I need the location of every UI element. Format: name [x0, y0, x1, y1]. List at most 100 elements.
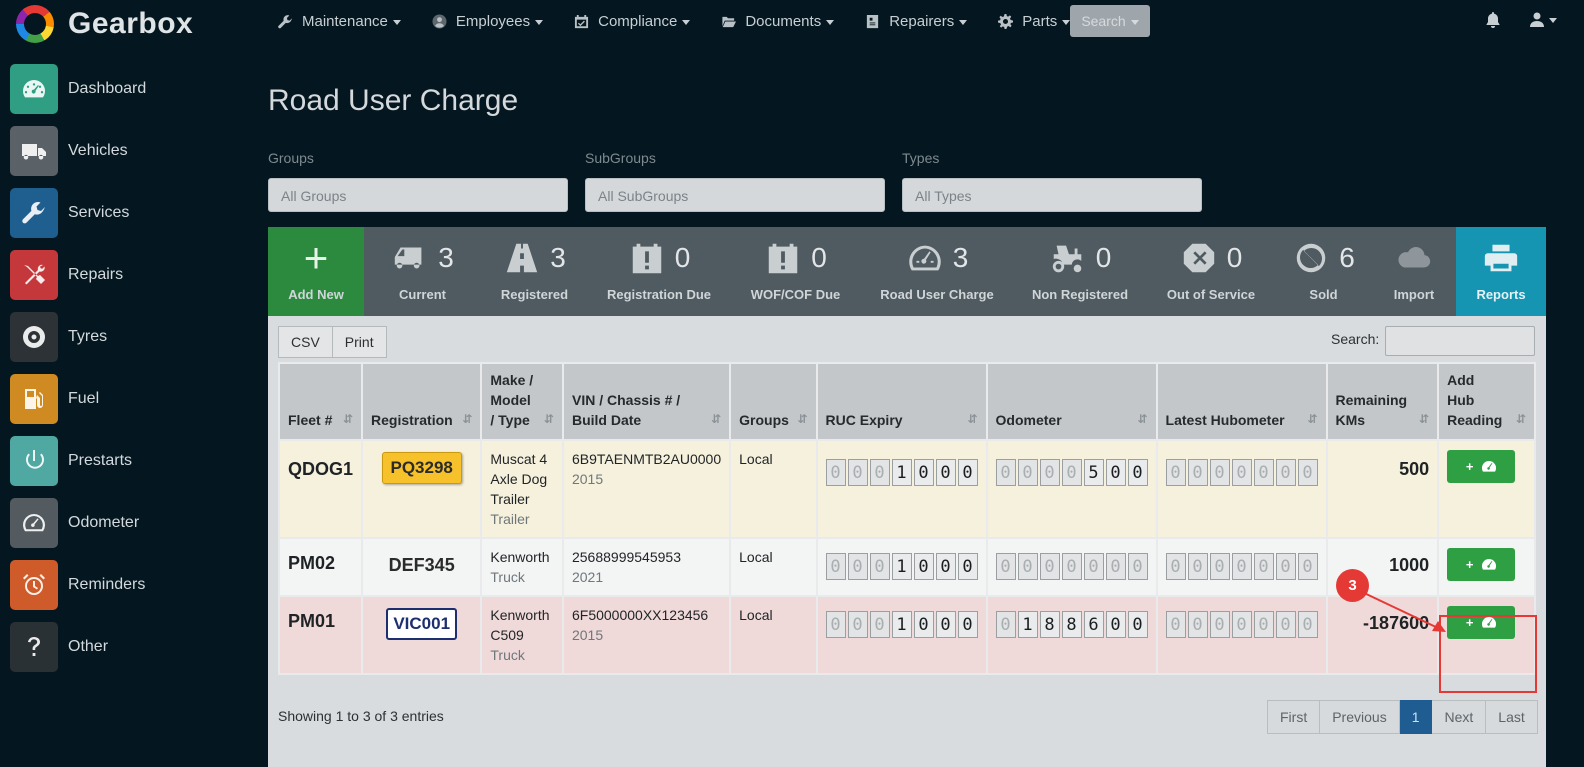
add-new-button[interactable]: + Add New [268, 227, 364, 316]
caret-down-icon [682, 19, 691, 25]
cell-make: Kenworth C509 Truck [480, 595, 564, 675]
calendar-exclamation-icon [768, 243, 798, 274]
col-ruc-expiry[interactable]: RUC Expiry ⇵ [815, 362, 988, 441]
registration-plate[interactable]: DEF345 [388, 555, 455, 575]
nav-parts[interactable]: Parts [998, 13, 1071, 30]
table-row[interactable]: PM02 DEF345 Kenworth Truck 25688999545953… [277, 537, 1536, 597]
col-fleet[interactable]: Fleet # ⇵ [277, 362, 364, 441]
caret-down-icon [959, 19, 968, 25]
sidebar-item-vehicles[interactable]: Vehicles [10, 120, 250, 182]
table-row[interactable]: PM01 VIC001 Kenworth C509 Truck 6F5000000… [277, 595, 1536, 675]
csv-button[interactable]: CSV [278, 326, 333, 358]
odometer-digit: 8 [1061, 611, 1082, 638]
add-hub-reading-button[interactable]: + [1447, 548, 1516, 581]
tyre-icon [10, 312, 58, 362]
col-vin[interactable]: VIN / Chassis # / Build Date ⇵ [561, 362, 732, 441]
table-row[interactable]: QDOG1 PQ3298 Muscat 4 Axle Dog Trailer Tr… [277, 439, 1536, 539]
cell-fleet: PM02 [277, 537, 364, 597]
user-menu[interactable] [1530, 12, 1557, 27]
odometer-digit: 0 [869, 459, 890, 486]
odometer-digit: 0 [1017, 553, 1038, 580]
odometer-digit: 6 [1083, 611, 1104, 638]
col-odometer[interactable]: Odometer ⇵ [985, 362, 1158, 441]
page-next-button[interactable]: Next [1432, 700, 1487, 734]
sidebar-item-dashboard[interactable]: Dashboard [10, 58, 250, 120]
page-last-button[interactable]: Last [1486, 700, 1538, 734]
stat-label: Reports [1476, 287, 1526, 302]
bell-icon[interactable] [1486, 12, 1500, 28]
octagon-x-icon [1183, 243, 1214, 273]
stat-sold[interactable]: 6 Sold [1275, 227, 1372, 316]
col-add-hub-reading[interactable]: Add Hub Reading ⇵ [1437, 362, 1536, 441]
sidebar-item-repairs[interactable]: Repairs [10, 244, 250, 306]
registration-plate[interactable]: VIC001 [386, 608, 458, 640]
sidebar-label: Prestarts [68, 452, 133, 469]
sidebar-item-other[interactable]: Other [10, 616, 250, 678]
cell-fleet: QDOG1 [277, 439, 364, 539]
types-select[interactable]: All Types [902, 178, 1202, 212]
sidebar-label: Services [68, 204, 130, 221]
table-search-label: Search: [1331, 331, 1380, 347]
stat-registered[interactable]: 3 Registered [481, 227, 588, 316]
page-1-button[interactable]: 1 [1399, 700, 1433, 734]
stat-non-registered[interactable]: 0 Non Registered [1013, 227, 1147, 316]
odometer-digit: 0 [825, 611, 846, 638]
odometer-digit: 0 [1209, 611, 1230, 638]
nav-repairers[interactable]: Repairers [865, 13, 968, 30]
print-button[interactable]: Print [332, 326, 387, 358]
import-button[interactable]: Import [1372, 227, 1456, 316]
tools-icon [10, 250, 58, 300]
app-logo[interactable]: Gearbox [16, 2, 193, 46]
nav-maintenance[interactable]: Maintenance [278, 13, 401, 30]
odometer-digit: 0 [1039, 553, 1060, 580]
subgroups-select[interactable]: All SubGroups [585, 178, 885, 212]
pagination: First Previous 1 Next Last [1267, 700, 1538, 734]
sidebar-item-prestarts[interactable]: Prestarts [10, 430, 250, 492]
add-hub-reading-button[interactable]: + [1447, 606, 1516, 639]
groups-select[interactable]: All Groups [268, 178, 568, 212]
odometer-digit: 0 [1187, 553, 1208, 580]
odometer-digit: 8 [1039, 611, 1060, 638]
nav-compliance[interactable]: Compliance [574, 13, 691, 30]
reports-button[interactable]: Reports [1456, 227, 1546, 316]
stat-road-user-charge[interactable]: 3 Road User Charge [861, 227, 1013, 316]
sidebar-label: Reminders [68, 576, 146, 593]
search-button-label: Search [1081, 13, 1126, 29]
gauge-icon [1482, 460, 1497, 472]
stat-out-of-service[interactable]: 0 Out of Service [1147, 227, 1275, 316]
nav-documents[interactable]: Documents [721, 13, 835, 30]
col-registration[interactable]: Registration ⇵ [361, 362, 483, 441]
odometer-digit: 1 [891, 611, 912, 638]
sidebar-item-tyres[interactable]: Tyres [10, 306, 250, 368]
col-latest-hubometer[interactable]: Latest Hubometer ⇵ [1155, 362, 1328, 441]
stat-label: Road User Charge [880, 287, 994, 302]
nav-employees[interactable]: Employees [432, 13, 544, 30]
page-previous-button[interactable]: Previous [1320, 700, 1400, 734]
col-make-model-type[interactable]: Make / Model / Type ⇵ [480, 362, 564, 441]
add-hub-reading-button[interactable]: + [1447, 450, 1516, 483]
stat-label: Sold [1309, 287, 1338, 302]
col-remaining-kms[interactable]: Remaining KMs ⇵ [1325, 362, 1440, 441]
registration-plate[interactable]: PQ3298 [381, 452, 462, 484]
page-first-button[interactable]: First [1267, 700, 1321, 734]
sidebar-item-odometer[interactable]: Odometer [10, 492, 250, 554]
sort-icon: ⇵ [797, 412, 808, 426]
sidebar-item-services[interactable]: Services [10, 182, 250, 244]
cell-make: Muscat 4 Axle Dog Trailer Trailer [480, 439, 564, 539]
col-groups[interactable]: Groups ⇵ [729, 362, 818, 441]
sidebar-item-fuel[interactable]: Fuel [10, 368, 250, 430]
stat-current[interactable]: 3 Current [364, 227, 481, 316]
sidebar-label: Odometer [68, 514, 140, 531]
odometer-digit: 0 [869, 611, 890, 638]
global-search-button[interactable]: Search [1070, 5, 1150, 37]
table-search-input[interactable] [1385, 326, 1535, 356]
sidebar-item-reminders[interactable]: Reminders [10, 554, 250, 616]
stat-registration-due[interactable]: 0 Registration Due [588, 227, 730, 316]
odometer-digit: 0 [1253, 553, 1274, 580]
stat-wof-cof-due[interactable]: 0 WOF/COF Due [730, 227, 861, 316]
odometer-digit: 0 [1275, 553, 1296, 580]
